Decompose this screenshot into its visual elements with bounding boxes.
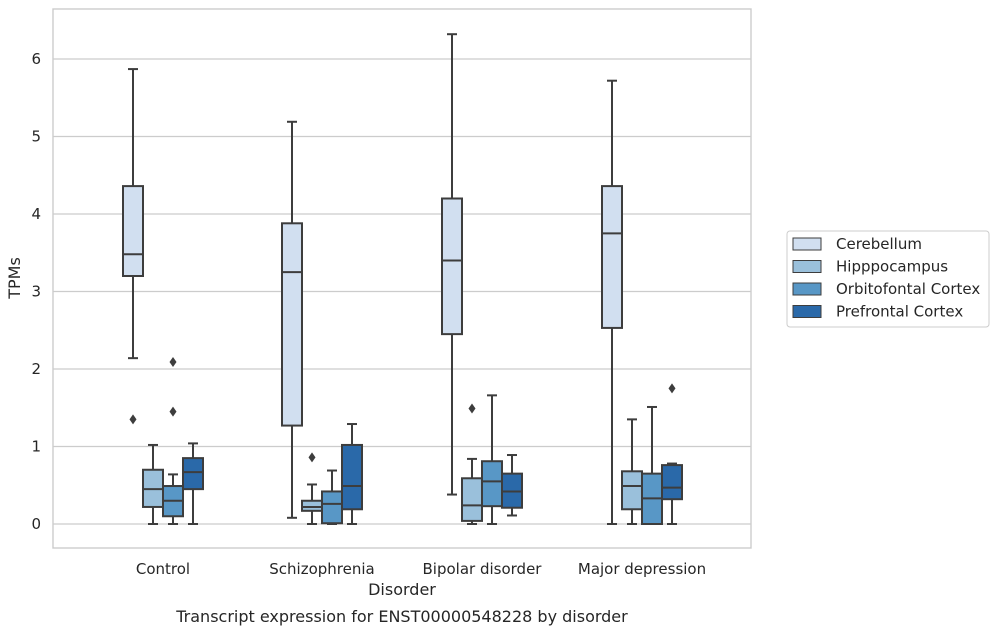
outlier-point [468, 403, 476, 414]
legend-label: Hipppocampus [836, 258, 948, 276]
legend-label: Prefrontal Cortex [836, 303, 963, 321]
box-orbitofontal-cortex [481, 394, 503, 525]
legend: Cerebellum Hipppocampus Orbitofontal Corte… [786, 230, 990, 328]
box-iqr [481, 460, 503, 508]
x-tick-labels: Control Schizophrenia Bipolar disorder Majo… [136, 560, 706, 578]
box-cerebellum [441, 33, 463, 496]
box-orbitofontal-cortex [162, 357, 184, 525]
y-tick-label: 2 [31, 360, 41, 378]
legend-swatch [792, 260, 822, 273]
box-iqr [461, 477, 483, 522]
box-iqr [321, 490, 343, 525]
x-tick-label: Bipolar disorder [423, 560, 543, 578]
box-cerebellum [601, 79, 623, 525]
legend-swatch [792, 237, 822, 251]
legend-frame [786, 230, 990, 328]
box-prefrontal-cortex [501, 454, 523, 517]
y-tick-label: 1 [31, 438, 41, 456]
y-tick-label: 4 [31, 205, 41, 223]
box-iqr [281, 222, 303, 427]
box-hipppocampus [142, 443, 164, 525]
figure-caption: Transcript expression for ENST0000054822… [175, 607, 628, 626]
outlier-point [308, 452, 316, 463]
y-tick-label: 3 [31, 283, 41, 301]
box-cerebellum [281, 120, 303, 519]
box-iqr [621, 470, 643, 511]
legend-swatch [792, 282, 822, 296]
x-tick-label: Control [136, 560, 190, 578]
plot-frame [52, 8, 752, 549]
gridlines [53, 58, 751, 525]
legend-swatch [792, 305, 822, 318]
y-tick-label: 5 [31, 128, 41, 146]
x-tick-label: Major depression [578, 560, 706, 578]
box-iqr [182, 457, 204, 491]
legend-label: Orbitofontal Cortex [836, 280, 980, 298]
legend-label: Cerebellum [836, 235, 922, 253]
box-prefrontal-cortex [182, 442, 204, 525]
y-tick-labels: 0 1 2 3 4 5 6 [31, 50, 41, 533]
box-iqr [661, 464, 683, 501]
box-hipppocampus [461, 403, 483, 525]
x-tick-label: Schizophrenia [269, 560, 374, 578]
y-tick-label: 6 [31, 50, 41, 68]
outlier-point [169, 357, 177, 368]
outlier-point [668, 383, 676, 394]
outlier-point [129, 414, 137, 425]
box-cerebellum [122, 68, 144, 425]
legend-items: Cerebellum Hipppocampus Orbitofontal Corte… [792, 235, 980, 321]
y-tick-label: 0 [31, 515, 41, 533]
box-hipppocampus [301, 452, 323, 525]
box-iqr [341, 443, 363, 511]
box-iqr [301, 499, 323, 512]
box-prefrontal-cortex [661, 383, 683, 525]
boxes-layer [122, 33, 683, 525]
y-axis-label: TPMs [5, 257, 24, 300]
box-orbitofontal-cortex [321, 469, 343, 525]
box-iqr [122, 185, 144, 278]
outlier-point [169, 406, 177, 417]
box-hipppocampus [621, 418, 643, 525]
box-iqr [601, 185, 623, 329]
box-prefrontal-cortex [341, 423, 363, 525]
box-orbitofontal-cortex [641, 405, 663, 525]
x-axis-label: Disorder [368, 580, 436, 599]
box-iqr [441, 197, 463, 336]
